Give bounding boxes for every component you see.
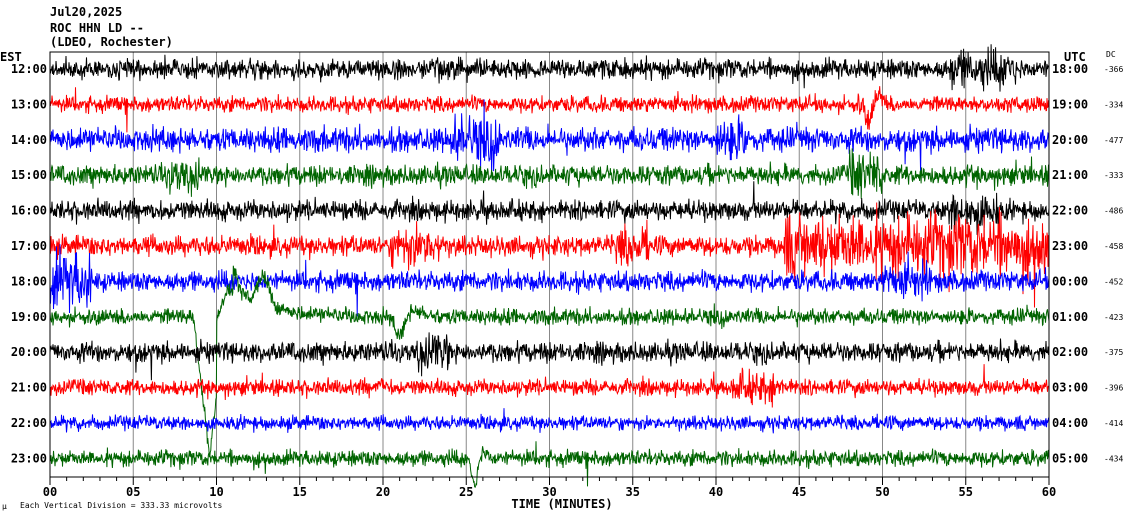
est-label: 20:00	[11, 345, 47, 359]
dc-value: -396	[1104, 384, 1123, 393]
est-label: 12:00	[11, 62, 47, 76]
dc-value: -414	[1104, 419, 1123, 428]
est-label: 22:00	[11, 416, 47, 430]
traces	[49, 44, 1050, 489]
utc-label: 00:00	[1052, 274, 1088, 288]
trace-1600	[49, 181, 1050, 235]
utc-label: 02:00	[1052, 345, 1088, 359]
x-tick-label: 50	[875, 485, 889, 499]
utc-label: 20:00	[1052, 133, 1088, 147]
dc-value: -458	[1104, 242, 1123, 251]
utc-label: 22:00	[1052, 204, 1088, 218]
est-label: 16:00	[11, 204, 47, 218]
x-tick-label: 20	[376, 485, 390, 499]
dc-value: -366	[1104, 65, 1123, 74]
dc-value: -375	[1104, 348, 1123, 357]
est-label: 17:00	[11, 239, 47, 253]
trace-2200	[49, 408, 1050, 434]
utc-axis-label: UTC	[1064, 50, 1086, 64]
trace-2000	[49, 332, 1050, 381]
dc-value: -486	[1104, 207, 1123, 216]
mu-symbol: µ	[2, 502, 7, 511]
scale-note: Each Vertical Division = 333.33 microvol…	[20, 501, 222, 510]
utc-label: 21:00	[1052, 168, 1088, 182]
est-label: 23:00	[11, 451, 47, 465]
dc-value: -477	[1104, 136, 1123, 145]
utc-label: 01:00	[1052, 310, 1088, 324]
utc-label: 04:00	[1052, 416, 1088, 430]
gridlines	[132, 52, 967, 477]
trace-2300	[49, 441, 1050, 489]
dc-label: DC	[1106, 50, 1116, 59]
trace-1500	[49, 148, 1050, 199]
x-tick-label: 05	[126, 485, 140, 499]
est-label: 14:00	[11, 133, 47, 147]
utc-label: 05:00	[1052, 451, 1088, 465]
trace-1900	[49, 265, 1050, 458]
x-tick-label: 25	[459, 485, 473, 499]
est-label: 21:00	[11, 381, 47, 395]
trace-1800	[49, 244, 1050, 317]
x-tick-label: 30	[542, 485, 556, 499]
date-label: Jul20,2025	[50, 5, 122, 19]
x-tick-label: 00	[43, 485, 57, 499]
trace-1700	[49, 202, 1050, 308]
location-label: (LDEO, Rochester)	[50, 35, 173, 49]
trace-1200	[49, 44, 1050, 92]
x-axis: 00 05 10 15 20 25 30 35 40 45 50 55 60	[43, 477, 1056, 499]
est-label: 18:00	[11, 274, 47, 288]
est-axis-label: EST	[0, 50, 22, 64]
row-labels: 12:00 18:00 -366 13:00 19:00 -334 14:00 20:00 -4…	[11, 62, 1124, 465]
dc-value: -452	[1104, 277, 1123, 286]
x-tick-label: 15	[293, 485, 307, 499]
x-tick-label: 40	[709, 485, 723, 499]
dc-value: -334	[1104, 100, 1123, 109]
x-tick-label: 10	[209, 485, 223, 499]
utc-label: 23:00	[1052, 239, 1088, 253]
x-tick-label: 35	[626, 485, 640, 499]
trace-1400	[49, 99, 1050, 177]
x-axis-title: TIME (MINUTES)	[511, 497, 612, 511]
est-label: 13:00	[11, 97, 47, 111]
trace-1300	[49, 86, 1050, 133]
x-tick-label: 45	[792, 485, 806, 499]
station-label: ROC HHN LD --	[50, 21, 144, 35]
utc-label: 18:00	[1052, 62, 1088, 76]
est-label: 15:00	[11, 168, 47, 182]
dc-value: -333	[1104, 171, 1123, 180]
x-tick-label: 60	[1042, 485, 1056, 499]
est-label: 19:00	[11, 310, 47, 324]
dc-value: -434	[1104, 454, 1123, 463]
dc-value: -423	[1104, 313, 1123, 322]
utc-label: 19:00	[1052, 97, 1088, 111]
x-tick-label: 55	[959, 485, 973, 499]
trace-2100	[49, 364, 1050, 408]
utc-label: 03:00	[1052, 381, 1088, 395]
